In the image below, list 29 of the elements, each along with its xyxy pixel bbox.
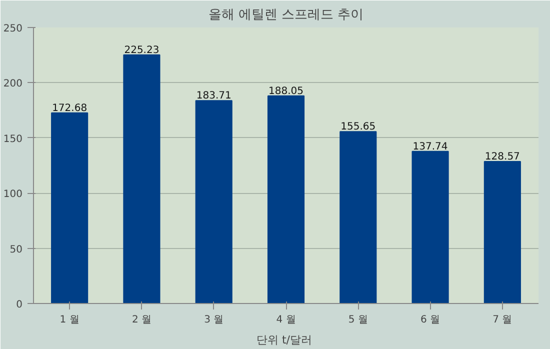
x-axis-title: 단위 t/달러 xyxy=(256,334,312,346)
y-tick-label: 200 xyxy=(3,78,23,90)
bar xyxy=(195,100,232,304)
data-label: 137.74 xyxy=(412,141,448,152)
y-tick-label: 250 xyxy=(3,24,23,34)
bar xyxy=(412,150,449,304)
x-tick-label: 1 월 xyxy=(60,314,80,326)
x-tick-label: 6 월 xyxy=(420,314,440,326)
data-label: 183.71 xyxy=(196,90,232,102)
bar xyxy=(484,161,521,304)
y-tick-label: 50 xyxy=(10,244,23,256)
bar xyxy=(267,95,305,304)
y-tick-label: 100 xyxy=(3,189,23,200)
data-label: 128.57 xyxy=(484,152,520,163)
x-tick-label: 7 월 xyxy=(492,314,512,326)
x-tick-label: 2 월 xyxy=(132,314,152,326)
x-tick-label: 3 월 xyxy=(204,314,224,326)
x-tick-label: 4 월 xyxy=(276,314,296,326)
x-tick-label: 5 월 xyxy=(348,314,368,326)
bar xyxy=(123,54,160,304)
data-label: 155.65 xyxy=(340,122,376,133)
bar xyxy=(340,131,377,304)
y-tick-label: 0 xyxy=(16,300,23,310)
data-label: 172.68 xyxy=(52,102,88,114)
data-label: 188.05 xyxy=(268,86,304,97)
chart-title: 올해 에틸렌 스프레드 추이 xyxy=(208,8,364,22)
data-label: 225.23 xyxy=(124,44,160,56)
bar xyxy=(51,112,88,304)
y-tick-label: 150 xyxy=(3,134,23,145)
